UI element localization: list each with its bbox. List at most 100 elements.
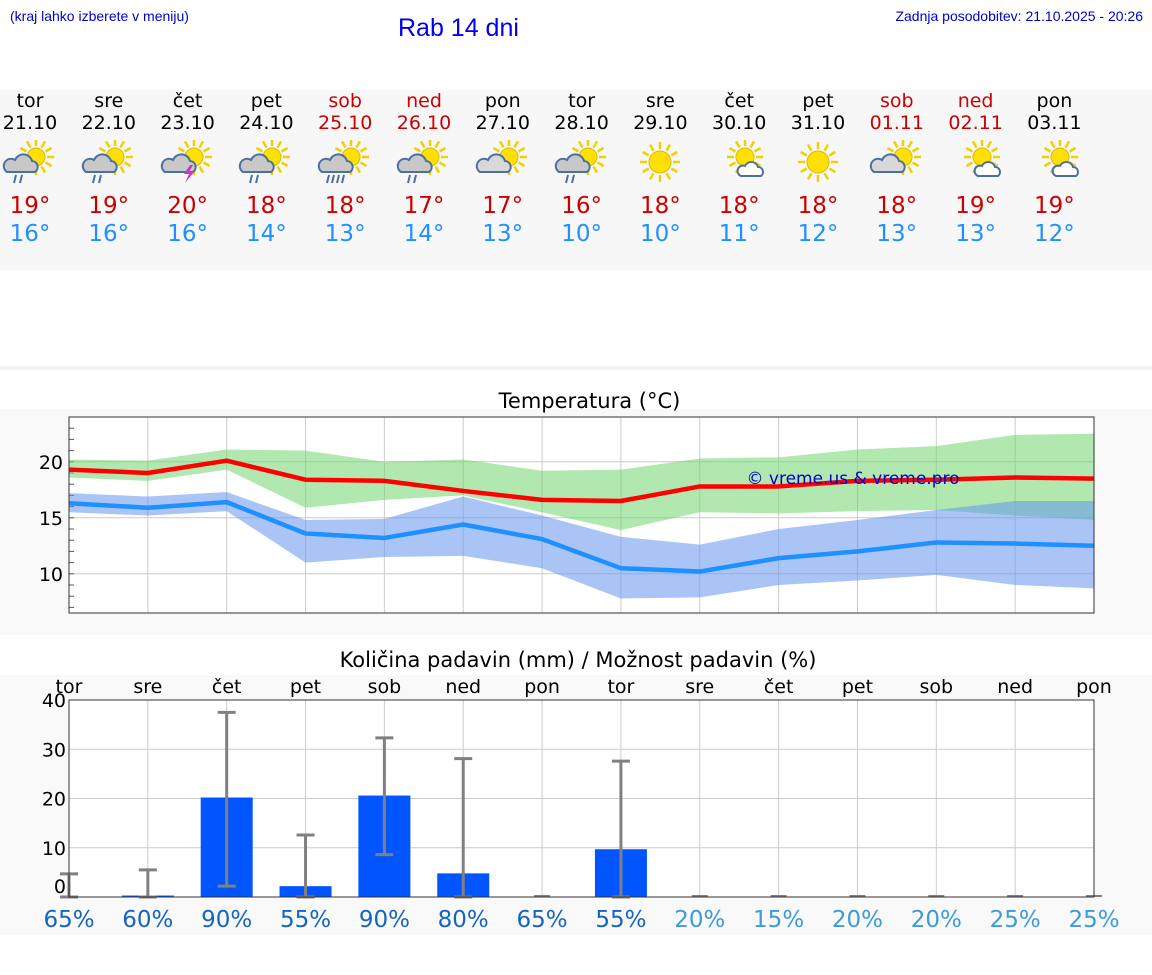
precip-probability: 90% [359,907,410,933]
day-date: 25.10 [317,112,373,134]
rain-icon [249,174,260,184]
x-tick-label: ned [445,676,481,698]
sun-thunder-icon [160,140,212,183]
y-tick-label: 10 [39,564,63,586]
sun-icon [798,142,838,182]
temp-min: 12° [797,221,839,247]
chart-title: Količina padavin (mm) / Možnost padavin … [340,648,817,672]
day-forecast: čet 30.10 18° 11° [700,90,779,248]
precip-probability: 65% [43,907,94,933]
forecast-strip: tor 21.10 19° 16° sre 22.10 19° 16° čet 23.10 20° 1… [0,90,1152,270]
cloud-icon [869,153,906,173]
temp-min: 11° [718,221,760,247]
temp-max: 18° [876,193,918,219]
x-tick-label: sob [368,676,402,698]
day-date: 24.10 [239,112,294,134]
series-max-line [68,458,1095,504]
day-forecast: pet 31.10 18° 12° [779,90,858,248]
temp-max: 18° [324,193,366,219]
sun-small-cloud-icon [963,140,1001,177]
temp-min: 14° [403,221,445,247]
cloud-icon [318,153,354,173]
temp-max: 18° [718,193,760,219]
day-forecast: tor 28.10 16° 10° [542,90,621,248]
temp-max: 20° [167,193,208,219]
day-name: pon [1036,90,1073,112]
day-forecast: ned 26.10 17° 14° [385,90,464,248]
x-tick-label: čet [764,676,794,698]
day-forecast: sre 29.10 18° 10° [621,90,700,248]
x-tick-label: tor [607,676,634,698]
precip-probability: 20% [832,907,883,933]
y-tick-label: 20 [39,452,63,474]
divider [0,366,1152,370]
x-tick-label: sob [920,676,954,698]
day-forecast: sob 25.10 18° 13° [306,90,385,248]
day-date: 31.10 [790,112,846,134]
sun-icon [640,142,681,182]
sun-cloud-rain-icon [81,140,133,184]
y-tick-label: 10 [42,838,66,860]
rain-icon [91,174,102,184]
cloud-icon [475,153,512,173]
sun-small-cloud-icon [1042,140,1080,177]
sun-cloud-rain-icon [396,140,448,184]
temp-min: 16° [167,221,208,247]
precip-probability: 25% [990,907,1041,933]
day-name: tor [16,90,44,112]
day-forecast: pon 03.11 19° 12° [1015,90,1094,248]
precip-probability: 80% [438,907,489,933]
precip-probability: 90% [201,907,252,933]
last-updated: Zadnja posodobitev: 21.10.2025 - 20:26 [895,8,1143,24]
x-tick-label: pet [842,676,873,698]
temp-min: 14° [246,221,287,247]
x-tick-label: sre [685,676,714,698]
cloud-icon [1052,161,1080,177]
day-date: 21.10 [2,112,58,134]
day-name: čet [724,90,754,112]
sun-small-cloud-icon [727,140,765,177]
sun-icon [640,142,681,182]
day-date: 02.11 [948,112,1003,134]
day-date: 23.10 [160,112,215,134]
day-name: čet [172,90,203,112]
temp-min: 13° [876,221,918,247]
day-name: pon [484,90,521,112]
day-forecast: pet 24.10 18° 14° [227,90,306,248]
cloud-icon [160,153,197,173]
sun-cloud-rain-icon [2,140,54,184]
sun-cloud-icon [869,140,921,175]
plot-frame [68,416,1095,614]
day-name: pet [250,90,282,112]
precip-probability: 55% [595,907,646,933]
temp-min: 16° [88,221,130,247]
day-date: 30.10 [711,112,767,134]
temp-max: 19° [9,193,51,219]
precipitation-chart: Količina padavin (mm) / Možnost padavin … [42,648,1120,933]
y-tick-label: 15 [39,508,63,530]
day-name: tor [568,90,596,112]
day-name: pet [802,90,834,112]
rain-icon [564,174,575,184]
day-date: 26.10 [396,112,452,134]
sun-cloud-icon [475,140,527,175]
page-title: Rab 14 dni [398,14,519,42]
precip-probability: 65% [517,907,568,933]
day-forecast: tor 21.10 19° 16° [0,90,70,248]
cloud-icon [736,161,765,177]
x-tick-label: pon [1076,676,1112,698]
day-name: sob [328,90,362,112]
day-date: 28.10 [554,112,609,134]
temp-max: 17° [403,193,445,219]
rain-icon [407,174,417,184]
cloud-icon [396,153,433,173]
temp-min: 12° [1034,221,1075,247]
day-date: 27.10 [475,112,530,134]
sun-cloud-heavy-rain-icon [318,140,370,184]
x-tick-label: pet [290,676,321,698]
y-tick-label: 20 [42,789,66,811]
band-min-range [69,492,1094,599]
lightning-icon [183,165,194,183]
temp-min: 16° [9,221,51,247]
temp-max: 17° [482,193,524,219]
